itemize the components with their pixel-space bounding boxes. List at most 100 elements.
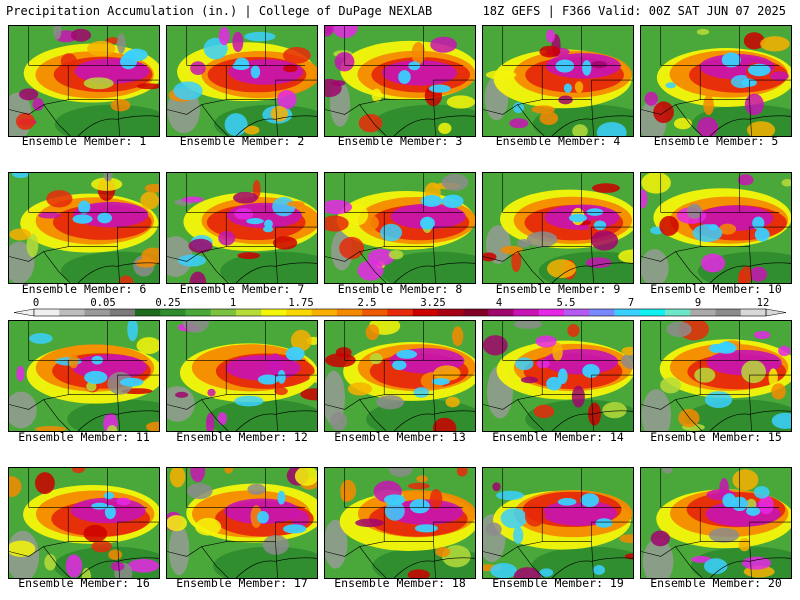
precip-field-map <box>483 321 633 431</box>
precip-field-map <box>9 321 159 431</box>
colorbar-segment <box>665 309 691 316</box>
ensemble-panel-3 <box>324 25 476 137</box>
ensemble-panel-5 <box>640 25 792 137</box>
ensemble-panel-13 <box>324 320 476 432</box>
ensemble-panel-4 <box>482 25 634 137</box>
colorbar-tick-label: 7 <box>627 297 635 309</box>
colorbar-tick-label: 12 <box>756 297 770 309</box>
ensemble-member-label: Ensemble Member: 13 <box>334 430 466 444</box>
colorbar-segment <box>362 309 388 316</box>
ensemble-member-label: Ensemble Member: 5 <box>653 134 779 148</box>
ensemble-panel-1 <box>8 25 160 137</box>
chart-title: Precipitation Accumulation (in.) | Colle… <box>6 4 433 18</box>
ensemble-panel-20 <box>640 467 792 579</box>
colorbar-segment <box>34 309 60 316</box>
ensemble-member-label: Ensemble Member: 14 <box>492 430 624 444</box>
precip-field-map <box>167 26 317 136</box>
colorbar-segment <box>639 309 666 316</box>
colorbar-segment <box>336 309 363 316</box>
ensemble-member-label: Ensemble Member: 16 <box>18 576 150 590</box>
colorbar-segment <box>538 309 565 316</box>
colorbar-segment <box>286 309 312 316</box>
colorbar-segment <box>109 309 136 316</box>
ensemble-panel-19 <box>482 467 634 579</box>
ensemble-member-label: Ensemble Member: 1 <box>21 134 147 148</box>
precip-field-map <box>325 173 475 283</box>
colorbar-segment <box>160 309 186 316</box>
precip-field-map <box>325 321 475 431</box>
ensemble-panel-15 <box>640 320 792 432</box>
precip-field-map <box>641 468 791 578</box>
colorbar-segment <box>614 309 641 316</box>
colorbar-tick-label: 5.5 <box>556 297 576 309</box>
ensemble-panel-10 <box>640 172 792 284</box>
precip-field-map <box>325 468 475 578</box>
ensemble-panel-17 <box>166 467 318 579</box>
ensemble-member-label: Ensemble Member: 3 <box>337 134 463 148</box>
colorbar-tick-label: 4 <box>495 297 503 309</box>
colorbar-segment <box>564 309 590 316</box>
ensemble-member-label: Ensemble Member: 2 <box>179 134 305 148</box>
precip-field-map <box>641 26 791 136</box>
colorbar-segment <box>715 309 742 316</box>
colorbar-segment <box>589 309 615 316</box>
colorbar-tick-label: 9 <box>694 297 702 309</box>
colorbar-segment <box>463 309 489 316</box>
ensemble-member-label: Ensemble Member: 8 <box>337 282 463 296</box>
colorbar-tick-label: 0.25 <box>155 297 181 309</box>
ensemble-member-label: Ensemble Member: 9 <box>495 282 621 296</box>
precip-field-map <box>167 468 317 578</box>
precip-field-map <box>483 26 633 136</box>
ensemble-panel-12 <box>166 320 318 432</box>
colorbar-segment <box>437 309 464 316</box>
colorbar-tick-label: 3.25 <box>420 297 446 309</box>
ensemble-member-label: Ensemble Member: 4 <box>495 134 621 148</box>
ensemble-member-label: Ensemble Member: 19 <box>492 576 624 590</box>
ensemble-member-label: Ensemble Member: 7 <box>179 282 305 296</box>
precip-field-map <box>167 321 317 431</box>
colorbar-tick-label: 1 <box>229 297 237 309</box>
precip-field-map <box>9 468 159 578</box>
colorbar-segment <box>134 309 161 316</box>
colorbar-segment <box>488 309 514 316</box>
precip-field-map <box>641 321 791 431</box>
colorbar-segment <box>513 309 540 316</box>
ensemble-member-label: Ensemble Member: 17 <box>176 576 308 590</box>
colorbar-max-arrow <box>765 308 787 317</box>
colorbar-segment <box>235 309 262 316</box>
ensemble-member-label: Ensemble Member: 18 <box>334 576 466 590</box>
colorbar-tick-label: 0.05 <box>90 297 116 309</box>
colorbar-segment <box>261 309 287 316</box>
colorbar-segment <box>412 309 439 316</box>
ensemble-panel-9 <box>482 172 634 284</box>
precip-field-map <box>483 173 633 283</box>
ensemble-panel-2 <box>166 25 318 137</box>
ensemble-panel-8 <box>324 172 476 284</box>
colorbar-min-arrow <box>13 308 35 317</box>
colorbar-segment <box>387 309 413 316</box>
ensemble-member-label: Ensemble Member: 12 <box>176 430 308 444</box>
colorbar-segment <box>690 309 716 316</box>
colorbar-segment <box>84 309 111 316</box>
ensemble-member-label: Ensemble Member: 15 <box>650 430 782 444</box>
colorbar-segment <box>185 309 211 316</box>
colorbar-tick-label: 1.75 <box>288 297 314 309</box>
colorbar-tick-label: 0 <box>32 297 40 309</box>
ensemble-panel-18 <box>324 467 476 579</box>
precip-field-map <box>641 173 791 283</box>
precip-field-map <box>167 173 317 283</box>
ensemble-panel-11 <box>8 320 160 432</box>
ensemble-member-label: Ensemble Member: 6 <box>21 282 147 296</box>
colorbar-segment <box>311 309 338 316</box>
ensemble-panel-16 <box>8 467 160 579</box>
precip-field-map <box>9 173 159 283</box>
ensemble-panel-7 <box>166 172 318 284</box>
ensemble-member-label: Ensemble Member: 11 <box>18 430 150 444</box>
ensemble-member-label: Ensemble Member: 20 <box>650 576 782 590</box>
precip-field-map <box>325 26 475 136</box>
colorbar-segment <box>59 309 85 316</box>
colorbar-segment <box>210 309 237 316</box>
ensemble-panel-6 <box>8 172 160 284</box>
colorbar-segment <box>740 309 767 316</box>
ensemble-member-label: Ensemble Member: 10 <box>650 282 782 296</box>
